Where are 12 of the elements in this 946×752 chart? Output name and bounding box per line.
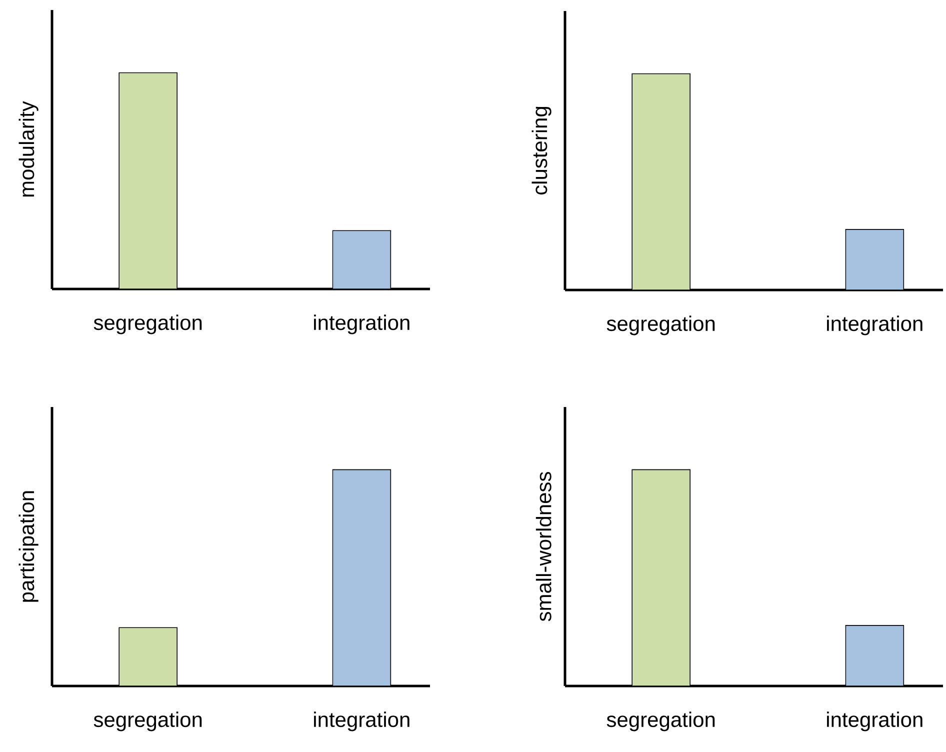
y-axis-title: clustering <box>532 106 552 195</box>
y-axis-title: modularity <box>18 101 38 197</box>
y-axis-title: participation <box>18 491 38 602</box>
x-tick-label: integration <box>827 712 922 732</box>
x-tick-label: segregation <box>606 712 715 732</box>
x-tick-label: segregation <box>94 712 202 732</box>
x-tick-label: integration <box>827 316 922 336</box>
y-axis-title: small-worldness <box>536 472 552 622</box>
x-tick-label: segregation <box>606 316 715 336</box>
x-tick-label: segregation <box>94 314 202 334</box>
x-tick-label: integration <box>314 712 410 732</box>
x-tick-label: integration <box>314 314 410 334</box>
